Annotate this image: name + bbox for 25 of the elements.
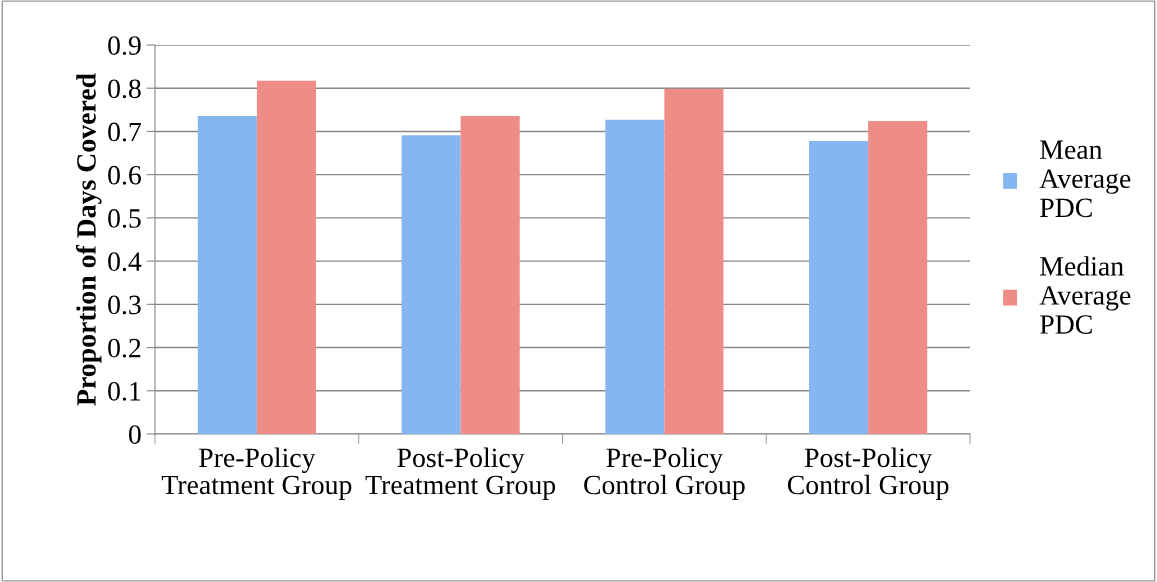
bar bbox=[605, 119, 665, 434]
x-tick-label: Post-Policy Control Group bbox=[787, 447, 949, 500]
y-tick-label: 0.4 bbox=[108, 252, 142, 272]
legend-label: Mean Average PDC bbox=[1039, 140, 1131, 218]
y-tick-label: 0.9 bbox=[108, 36, 141, 56]
bar bbox=[868, 121, 928, 434]
y-tick-label: 0.1 bbox=[108, 381, 141, 401]
bar bbox=[197, 115, 257, 434]
y-tick-label: 0.7 bbox=[108, 122, 142, 142]
x-tick-label: Pre-Policy Control Group bbox=[584, 447, 745, 500]
y-tick-label: 0.8 bbox=[108, 79, 141, 99]
bar bbox=[664, 88, 724, 434]
y-tick-label: 0.6 bbox=[108, 165, 141, 185]
y-tick-label: 0.5 bbox=[108, 209, 141, 228]
x-tick-label: Post-Policy Treatment Group bbox=[365, 447, 556, 500]
legend-label: Median Average PDC bbox=[1039, 256, 1131, 334]
bar bbox=[460, 115, 520, 434]
y-tick-label: 0.2 bbox=[108, 338, 141, 358]
y-axis-title: Proportion of Days Covered bbox=[75, 73, 102, 406]
y-tick-label: 0 bbox=[128, 425, 141, 444]
x-tick-label: Pre-Policy Treatment Group bbox=[161, 447, 352, 500]
bar bbox=[256, 80, 316, 434]
y-tick-label: 0.3 bbox=[108, 295, 141, 315]
bar bbox=[809, 140, 869, 434]
bar bbox=[401, 135, 461, 434]
